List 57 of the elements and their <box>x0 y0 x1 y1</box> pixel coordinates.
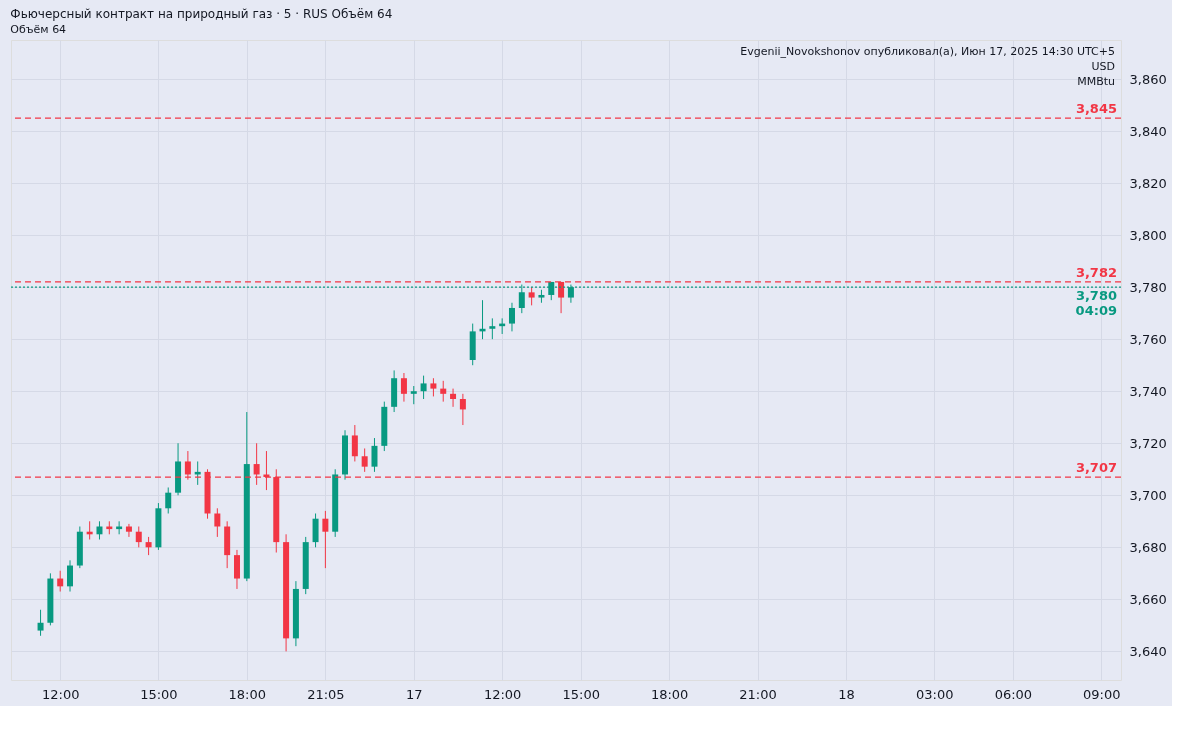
x-tick-label: 21:05 <box>307 686 345 702</box>
x-tick-label: 18:00 <box>228 686 267 702</box>
candlestick <box>400 372 407 403</box>
y-tick-label: 3,660 <box>1129 591 1167 607</box>
x-tick-label: 15:00 <box>140 686 178 702</box>
annotation: MMBtu <box>1077 75 1115 88</box>
x-tick-label: 18:00 <box>650 686 689 702</box>
annotation: Evgenii_Novokshonov опубликовал(а), Июн 17, 2025 14:30 UTC+5 <box>740 45 1115 58</box>
candlestick <box>371 437 378 473</box>
candlestick <box>145 536 152 556</box>
chart-title: Фьючерсный контракт на природный газ · 5 · RUS Объём 64 <box>10 7 393 21</box>
x-tick-label: 12:00 <box>41 686 80 702</box>
candlestick <box>508 302 515 332</box>
candlestick <box>351 424 358 462</box>
x-tick-label: 09:00 <box>1083 686 1121 702</box>
x-tick-label: 12:00 <box>483 686 522 702</box>
candlestick <box>165 486 172 514</box>
y-tick-label: 3,760 <box>1129 331 1167 347</box>
y-tick-label: 3,860 <box>1129 71 1167 87</box>
ref-line-label: 3,780 04:09 <box>1075 288 1117 319</box>
y-tick-label: 3,680 <box>1129 539 1167 555</box>
candlestick <box>312 513 319 548</box>
x-tick-label: 03:00 <box>916 686 954 702</box>
y-tick-label: 3,800 <box>1129 227 1167 243</box>
candlestick <box>361 447 368 473</box>
y-tick-label: 3,820 <box>1129 175 1167 191</box>
x-tick-label: 21:00 <box>739 686 777 702</box>
chart-subtitle: Объём 64 <box>10 23 67 36</box>
x-tick-label: 17 <box>405 686 423 702</box>
y-tick-label: 3,740 <box>1129 383 1167 399</box>
x-tick-label: 06:00 <box>994 686 1033 702</box>
x-tick-label: 15:00 <box>562 686 600 702</box>
x-tick-label: 18 <box>838 686 855 702</box>
candlestick <box>214 507 221 538</box>
y-tick-label: 3,640 <box>1129 643 1167 659</box>
ref-line-label: 3,707 <box>1075 460 1117 476</box>
y-tick-label: 3,780 <box>1129 279 1167 295</box>
candlestick <box>420 375 427 400</box>
candlestick <box>322 510 329 569</box>
candlestick <box>135 526 142 548</box>
candlestick <box>450 388 457 408</box>
annotation: USD <box>1091 60 1115 73</box>
candlestick <box>459 393 466 426</box>
y-tick-label: 3,700 <box>1129 487 1167 503</box>
ref-line-label: 3,782 <box>1075 264 1117 280</box>
y-tick-label: 3,840 <box>1129 123 1167 139</box>
candlestick <box>125 523 132 538</box>
ref-line-label: 3,845 <box>1075 101 1117 117</box>
candlestick <box>430 377 437 397</box>
candlestick <box>410 385 417 405</box>
candlestick <box>440 380 447 403</box>
candlestick <box>528 286 535 306</box>
candlestick <box>67 559 74 593</box>
candlestick <box>37 609 44 637</box>
y-tick-label: 3,720 <box>1129 435 1167 451</box>
candlestick <box>489 317 496 340</box>
candlestick <box>233 549 240 590</box>
